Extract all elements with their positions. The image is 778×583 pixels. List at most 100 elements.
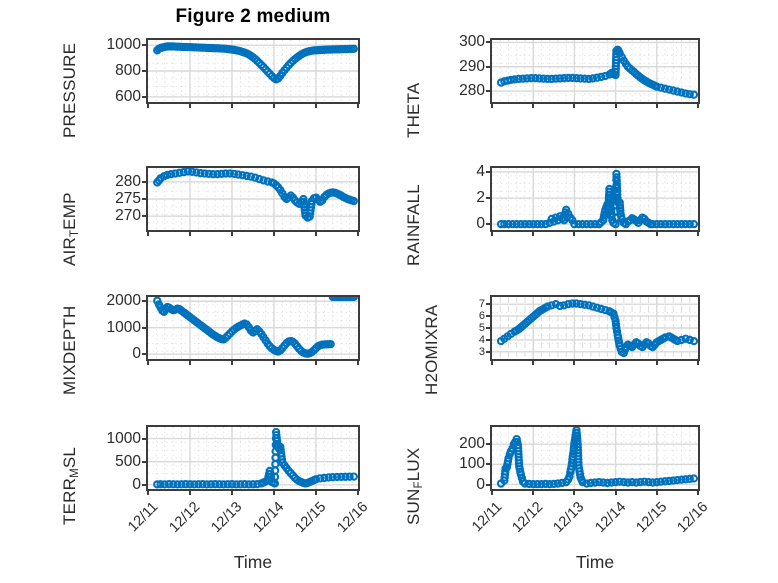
x-tick-mark [573,490,576,495]
y-tick-label-h2omixra-3: 6 [478,310,485,323]
x-tick-mark [357,360,359,365]
x-tick-mark [189,231,191,236]
data-series-terr_msl [153,427,358,489]
x-tick-mark [532,360,535,365]
x-axis-label-right: Time [575,552,615,572]
y-tick-mark [142,460,147,463]
x-tick-mark [491,360,493,365]
y-axis-label-mixdepth: MIXDEPTH [60,305,79,395]
x-tick-mark [573,360,576,365]
y-tick-label-theta-1: 290 [459,57,485,75]
plot-panel-pressure [146,38,360,104]
plot-area-terr_msl [148,427,358,489]
y-tick-label-h2omixra-2: 5 [478,322,485,334]
y-axis-label-theta: THETA [404,82,423,138]
x-tick-mark [147,103,149,108]
x-tick-mark [315,490,317,495]
x-tick-mark [315,360,317,365]
y-tick-mark [142,95,147,98]
x-tick-mark [491,490,493,495]
x-tick-mark [697,360,699,365]
data-series-pressure [153,42,358,84]
x-tick-mark [273,103,275,108]
y-tick-mark [486,443,491,446]
x-tick-label-sun_flux-0: 12/11 [469,499,506,536]
y-tick-label-pressure-0: 600 [115,87,141,105]
y-tick-mark [142,326,147,329]
data-series-rainfall [496,169,698,229]
y-tick-mark [142,180,147,183]
x-tick-mark [655,360,658,365]
x-tick-label-sun_flux-1: 12/12 [509,499,547,536]
x-tick-label-terr_msl-0: 12/11 [125,499,162,536]
y-tick-mark [142,198,147,200]
y-axis-label-sun_flux: SUNFLUX [404,447,425,525]
y-tick-label-sun_flux-0: 0 [476,475,485,493]
y-tick-label-terr_msl-2: 1000 [106,429,141,447]
data-series-air_temp [153,168,358,222]
x-tick-label-terr_msl-5: 12/16 [334,499,372,536]
y-tick-mark [486,463,491,466]
y-tick-label-air_temp-1: 275 [115,190,141,207]
x-tick-mark [273,360,275,365]
y-axis-label-rainfall: RAINFALL [404,184,423,266]
x-tick-mark [147,231,149,236]
x-tick-label-sun_flux-2: 12/13 [550,499,588,536]
x-tick-label-terr_msl-3: 12/14 [250,499,288,536]
plot-area-rainfall [492,168,698,230]
y-tick-mark [486,170,491,173]
x-tick-mark [697,490,699,495]
y-tick-label-mixdepth-1: 1000 [106,318,141,336]
y-tick-mark [486,315,491,318]
x-tick-mark [532,231,535,236]
x-tick-mark [357,231,359,236]
x-tick-label-sun_flux-4: 12/15 [633,499,671,536]
y-tick-label-h2omixra-1: 4 [478,333,485,346]
y-tick-label-rainfall-2: 4 [476,162,485,180]
y-tick-label-pressure-2: 1000 [106,36,141,54]
y-tick-label-mixdepth-0: 0 [132,345,141,363]
x-tick-label-sun_flux-5: 12/16 [674,499,712,536]
plot-panel-mixdepth [146,295,360,361]
y-tick-label-theta-2: 300 [459,33,485,51]
x-tick-mark [273,231,275,236]
y-tick-mark [486,41,491,44]
y-tick-label-air_temp-0: 270 [115,207,141,225]
y-tick-label-theta-0: 280 [459,82,485,100]
y-tick-label-h2omixra-4: 7 [478,298,485,311]
x-tick-mark [315,231,317,236]
y-tick-label-h2omixra-0: 3 [478,345,485,358]
x-tick-mark [614,360,617,365]
y-axis-label-pressure: PRESSURE [60,42,79,138]
plot-panel-theta [490,38,700,104]
x-tick-mark [147,490,149,495]
y-tick-label-sun_flux-2: 200 [459,435,485,453]
y-tick-mark [142,215,147,218]
plot-panel-sun_flux [490,425,700,491]
y-tick-mark [486,90,491,93]
x-tick-mark [697,103,699,108]
x-tick-mark [273,490,275,495]
x-tick-mark [614,103,617,108]
y-tick-label-mixdepth-2: 2000 [106,292,141,310]
x-tick-mark [491,231,493,236]
plot-panel-h2omixra [490,295,700,361]
y-tick-mark [486,350,491,353]
x-tick-mark [655,490,658,495]
y-tick-label-terr_msl-0: 0 [132,475,141,493]
y-tick-label-rainfall-1: 2 [476,189,485,207]
x-tick-mark [231,103,233,108]
x-tick-mark [189,360,191,365]
plot-area-pressure [148,40,358,102]
x-tick-label-terr_msl-4: 12/15 [292,499,330,536]
plot-area-theta [492,40,698,102]
y-axis-label-terr_msl: TERRMSL [60,446,81,525]
y-tick-label-rainfall-0: 0 [476,215,485,233]
y-tick-mark [486,327,491,329]
major-grid [148,168,358,230]
x-tick-mark [655,231,658,236]
x-tick-label-sun_flux-3: 12/14 [591,499,629,536]
y-tick-mark [142,437,147,440]
y-tick-label-terr_msl-1: 500 [115,452,141,470]
